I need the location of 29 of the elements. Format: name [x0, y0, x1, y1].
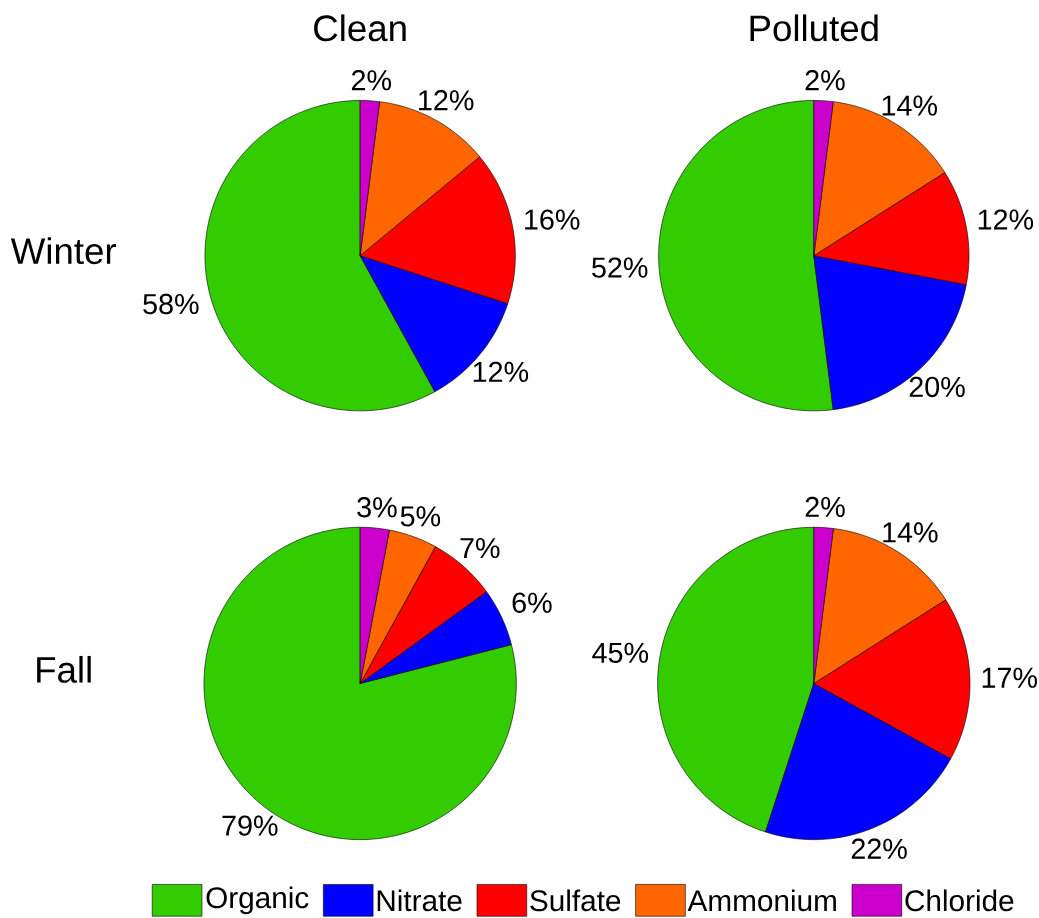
- data-label: 14%: [883, 522, 938, 543]
- data-label: 45%: [592, 642, 649, 663]
- text: Winter: [10, 237, 117, 265]
- legend-label: Ammonium: [687, 889, 836, 912]
- data-label: 12%: [978, 209, 1034, 230]
- data-label: 6%: [512, 592, 552, 613]
- chart-title: Polluted: [750, 14, 878, 42]
- data-label: 5%: [400, 506, 441, 527]
- data-label: 79%: [222, 815, 278, 836]
- data-label: 58%: [143, 293, 199, 315]
- data-label: 14%: [882, 95, 937, 116]
- legend-label: Nitrate: [377, 889, 462, 912]
- data-label: 20%: [909, 376, 965, 397]
- data-label: 17%: [982, 667, 1037, 688]
- data-label: 2%: [805, 496, 845, 517]
- data-label: 22%: [851, 838, 907, 859]
- data-label: 12%: [419, 89, 474, 111]
- legend-label: Organic: [206, 886, 309, 915]
- text: Fall: [37, 655, 91, 683]
- legend-label: Sulfate: [530, 889, 621, 912]
- data-label: 16%: [525, 209, 580, 230]
- data-label: 2%: [351, 69, 392, 91]
- data-label: 7%: [460, 537, 500, 558]
- data-label: 52%: [592, 257, 648, 278]
- chart-title: Clean: [314, 14, 406, 42]
- data-label: 3%: [357, 496, 397, 518]
- data-label: 2%: [805, 69, 845, 91]
- data-label: 12%: [473, 361, 529, 382]
- legend-label: Chloride: [905, 889, 1014, 912]
